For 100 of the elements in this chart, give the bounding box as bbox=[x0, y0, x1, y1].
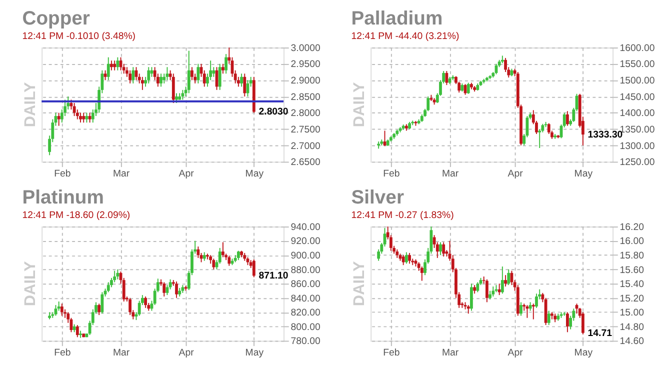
chart-title: Palladium bbox=[351, 7, 443, 30]
candlestick bbox=[162, 282, 166, 297]
candlestick bbox=[547, 310, 550, 326]
x-tick-label: Apr bbox=[508, 348, 524, 359]
y-tick-label: 920.00 bbox=[290, 236, 320, 248]
chart-subtitle: 12:41 PM -0.27 (1.83%) bbox=[351, 210, 454, 221]
chart-title: Copper bbox=[22, 7, 90, 30]
candlestick bbox=[85, 112, 88, 124]
x-tick-label: Feb bbox=[383, 348, 400, 359]
candlestick bbox=[492, 286, 495, 297]
chart-title: Silver bbox=[351, 186, 404, 208]
x-tick-label: Mar bbox=[442, 168, 460, 180]
candlestick bbox=[228, 255, 231, 266]
candlestick bbox=[72, 102, 76, 117]
candlestick bbox=[113, 60, 116, 71]
candlestick bbox=[160, 73, 162, 88]
candlestick bbox=[402, 254, 405, 266]
candlestick bbox=[106, 282, 110, 293]
chart-subtitle: 12:41 PM -0.1010 (3.48%) bbox=[22, 30, 136, 42]
y-tick-label: 820.00 bbox=[290, 308, 320, 319]
candlestick bbox=[175, 281, 178, 298]
candlestick bbox=[128, 70, 132, 84]
candlestick bbox=[218, 63, 222, 90]
candlestick bbox=[404, 252, 408, 264]
y-tick-label: 15.20 bbox=[620, 293, 644, 304]
candlestick bbox=[224, 54, 228, 74]
y-tick-label: 16.20 bbox=[620, 222, 644, 233]
candlestick bbox=[57, 112, 60, 126]
candlestick bbox=[439, 242, 442, 256]
candlestick bbox=[98, 303, 101, 316]
candlestick bbox=[222, 242, 224, 258]
x-tick-label: Mar bbox=[112, 168, 130, 180]
y-tick-label: 1550.00 bbox=[620, 59, 655, 70]
y-tick-label: 15.40 bbox=[620, 279, 644, 290]
candlestick bbox=[532, 303, 535, 320]
candlestick bbox=[140, 76, 144, 90]
y-tick-label: 1400.00 bbox=[620, 108, 655, 120]
x-tick-label: May bbox=[245, 168, 264, 180]
y-tick-label: 2.6500 bbox=[290, 157, 320, 168]
y-tick-label: 1250.00 bbox=[620, 157, 655, 168]
candlestick bbox=[190, 66, 194, 81]
candlestick bbox=[498, 283, 501, 296]
y-tick-label: 3.0000 bbox=[290, 42, 320, 54]
candlestick bbox=[212, 258, 216, 270]
x-tick-label: Feb bbox=[54, 168, 71, 180]
y-tick-label: 2.8500 bbox=[290, 92, 320, 103]
candlestick bbox=[520, 302, 522, 316]
y-tick-label: 1450.00 bbox=[620, 92, 655, 103]
candlestick bbox=[175, 92, 178, 104]
candlestick bbox=[507, 268, 510, 286]
chart-subtitle: 12:41 PM -18.60 (2.09%) bbox=[22, 210, 130, 221]
candlestick bbox=[240, 73, 243, 88]
x-tick-label: May bbox=[574, 348, 593, 359]
y-tick-label: 16.00 bbox=[620, 236, 644, 248]
y-tick-label: 2.7000 bbox=[290, 140, 320, 152]
chart-subtitle: 12:41 PM -44.40 (3.21%) bbox=[351, 30, 460, 42]
x-tick-label: Apr bbox=[508, 168, 524, 180]
candlestick bbox=[128, 297, 132, 316]
y-tick-label: 860.00 bbox=[290, 279, 320, 290]
y-tick-label: 15.60 bbox=[620, 264, 644, 276]
y-tick-label: 2.7500 bbox=[290, 124, 320, 136]
candlestick bbox=[166, 66, 169, 81]
candlestick bbox=[132, 66, 135, 84]
candlestick bbox=[76, 324, 79, 338]
y-tick-label: 14.80 bbox=[620, 322, 644, 333]
x-tick-label: Feb bbox=[383, 168, 400, 180]
candlestick bbox=[60, 303, 64, 316]
x-tick-label: Feb bbox=[54, 348, 71, 359]
candlestick bbox=[566, 312, 569, 333]
candlestick bbox=[243, 73, 246, 97]
candlestick bbox=[535, 293, 538, 308]
x-tick-label: May bbox=[245, 348, 264, 359]
candlestick bbox=[466, 82, 470, 94]
y-tick-label: 800.00 bbox=[290, 322, 320, 333]
candlestick bbox=[222, 63, 224, 74]
y-tick-label: 940.00 bbox=[290, 222, 320, 233]
candlestick bbox=[79, 112, 82, 124]
candlestick bbox=[147, 66, 150, 84]
candlestick bbox=[470, 283, 473, 312]
chart-title: Platinum bbox=[22, 186, 104, 208]
y-tick-label: 14.60 bbox=[620, 336, 644, 348]
candlestick bbox=[113, 270, 116, 283]
y-tick-label: 900.00 bbox=[290, 250, 320, 262]
candlestick bbox=[526, 304, 529, 318]
candlestick bbox=[500, 266, 504, 294]
y-tick-label: 2.8000 bbox=[290, 108, 320, 120]
candlestick bbox=[212, 66, 216, 78]
candlestick bbox=[476, 282, 480, 293]
annotation: 1333.30 bbox=[588, 129, 623, 140]
candlestick bbox=[110, 60, 113, 71]
candlestick bbox=[236, 250, 240, 261]
y-tick-label: 2.9000 bbox=[290, 76, 320, 87]
candlestick bbox=[252, 258, 256, 278]
y-tick-label: 1300.00 bbox=[620, 140, 655, 152]
annotation: 871.10 bbox=[258, 270, 288, 282]
candlestick bbox=[106, 56, 110, 81]
x-tick-label: Mar bbox=[112, 348, 130, 359]
candlestick bbox=[504, 274, 507, 287]
annotation: 14.71 bbox=[588, 328, 613, 339]
candlestick bbox=[445, 70, 448, 86]
